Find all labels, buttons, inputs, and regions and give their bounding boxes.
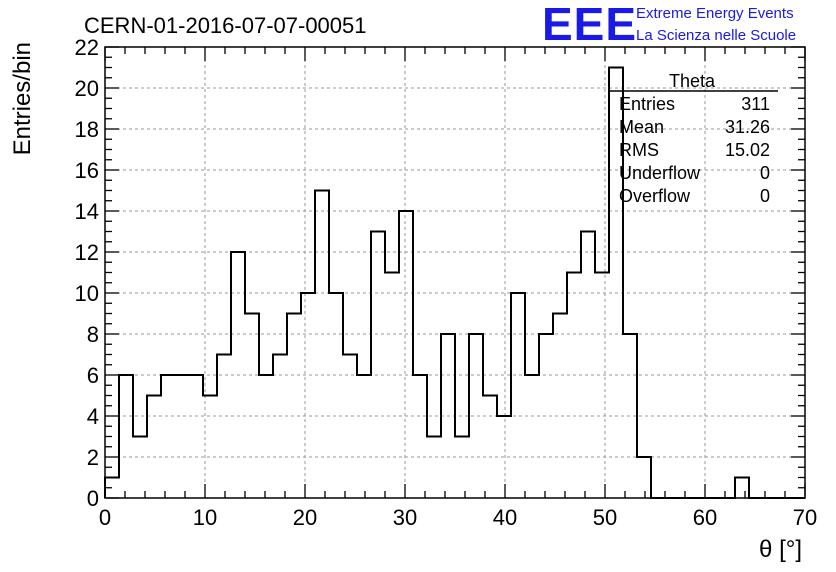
histogram-bin [329,293,343,498]
eee-logo: EEE Extreme Energy Events La Scienza nel… [542,0,796,50]
y-tick-label: 0 [87,486,99,511]
tick-labels: 0 10 20 30 40 50 60 70 0 2 4 6 8 10 12 14 16 18 20 22 [75,35,818,530]
histogram-bin [133,437,147,499]
histogram-bin [539,334,553,498]
histogram-bin [371,232,385,499]
histogram-bin [259,375,273,498]
x-tick-label: 40 [493,505,517,530]
histogram-bin [343,355,357,499]
y-tick-label: 14 [75,199,99,224]
histogram-bin [301,293,315,498]
stat-value: 0 [760,163,770,183]
histogram-bin [441,334,455,498]
histogram-bin [245,314,259,499]
logo-line-1: Extreme Energy Events [636,5,794,22]
grid [105,47,805,498]
histogram-bin [231,252,245,498]
y-tick-label: 4 [87,404,99,429]
histogram-bin [175,375,189,498]
stats-title: Theta [669,71,716,91]
histogram-bin [189,375,203,498]
histogram-bin [203,396,217,499]
y-tick-label: 6 [87,363,99,388]
histogram-bin [287,314,301,499]
y-tick-label: 8 [87,322,99,347]
histogram-bin [385,273,399,499]
histogram-outline [104,66,805,499]
y-tick-label: 18 [75,117,99,142]
stat-label: Overflow [619,186,691,206]
logo-text: EEE [542,0,637,50]
x-tick-label: 70 [793,505,817,530]
histogram-bin [553,314,567,499]
histogram-bin [357,375,371,498]
y-tick-label: 12 [75,240,99,265]
histogram-bin [427,437,441,499]
stat-label: Entries [619,94,675,114]
axis-ticks [104,46,806,499]
logo-line-2: La Scienza nelle Scuole [636,27,796,44]
histogram-bin [399,211,413,498]
histogram-bin [469,334,483,498]
histogram-bin [525,375,539,498]
histogram-bin [119,375,133,498]
stat-label: RMS [619,140,659,160]
histogram-bin [595,273,609,499]
histogram-bin [455,437,469,499]
histogram-bin [497,416,511,498]
stat-label: Mean [619,117,664,137]
stat-value: 31.26 [725,117,770,137]
run-title: CERN-01-2016-07-07-00051 [84,13,367,38]
x-tick-label: 0 [99,505,111,530]
histogram-bin [315,191,329,499]
stat-value: 15.02 [725,140,770,160]
histogram-bin [273,355,287,499]
x-tick-label: 20 [293,505,317,530]
y-axis-title: Entries/bin [9,42,36,155]
y-tick-label: 10 [75,281,99,306]
histogram-bin [581,232,595,499]
histogram-bin [105,478,119,499]
stat-value: 0 [760,186,770,206]
plot-frame [104,46,806,499]
x-tick-label: 60 [693,505,717,530]
histogram-bin [567,273,581,499]
x-tick-label: 50 [593,505,617,530]
histogram-bin [637,457,651,498]
histogram-bin [735,478,749,499]
y-tick-label: 16 [75,158,99,183]
x-tick-label: 10 [193,505,217,530]
histogram-bin [217,355,231,499]
stat-label: Underflow [619,163,701,183]
stats-box: Theta Entries 311 Mean 31.26 RMS 15.02 Underfl… [610,71,778,206]
x-tick-label: 30 [393,505,417,530]
histogram-bin [413,375,427,498]
histogram-bin [511,293,525,498]
y-tick-label: 2 [87,445,99,470]
y-tick-label: 20 [75,76,99,101]
histogram-bin [483,396,497,499]
y-tick-label: 22 [75,35,99,60]
histogram-bin [623,334,637,498]
x-axis-title: θ [°] [759,536,802,563]
histogram-bin [161,375,175,498]
stat-value: 311 [741,94,770,114]
histogram-bin [147,396,161,499]
